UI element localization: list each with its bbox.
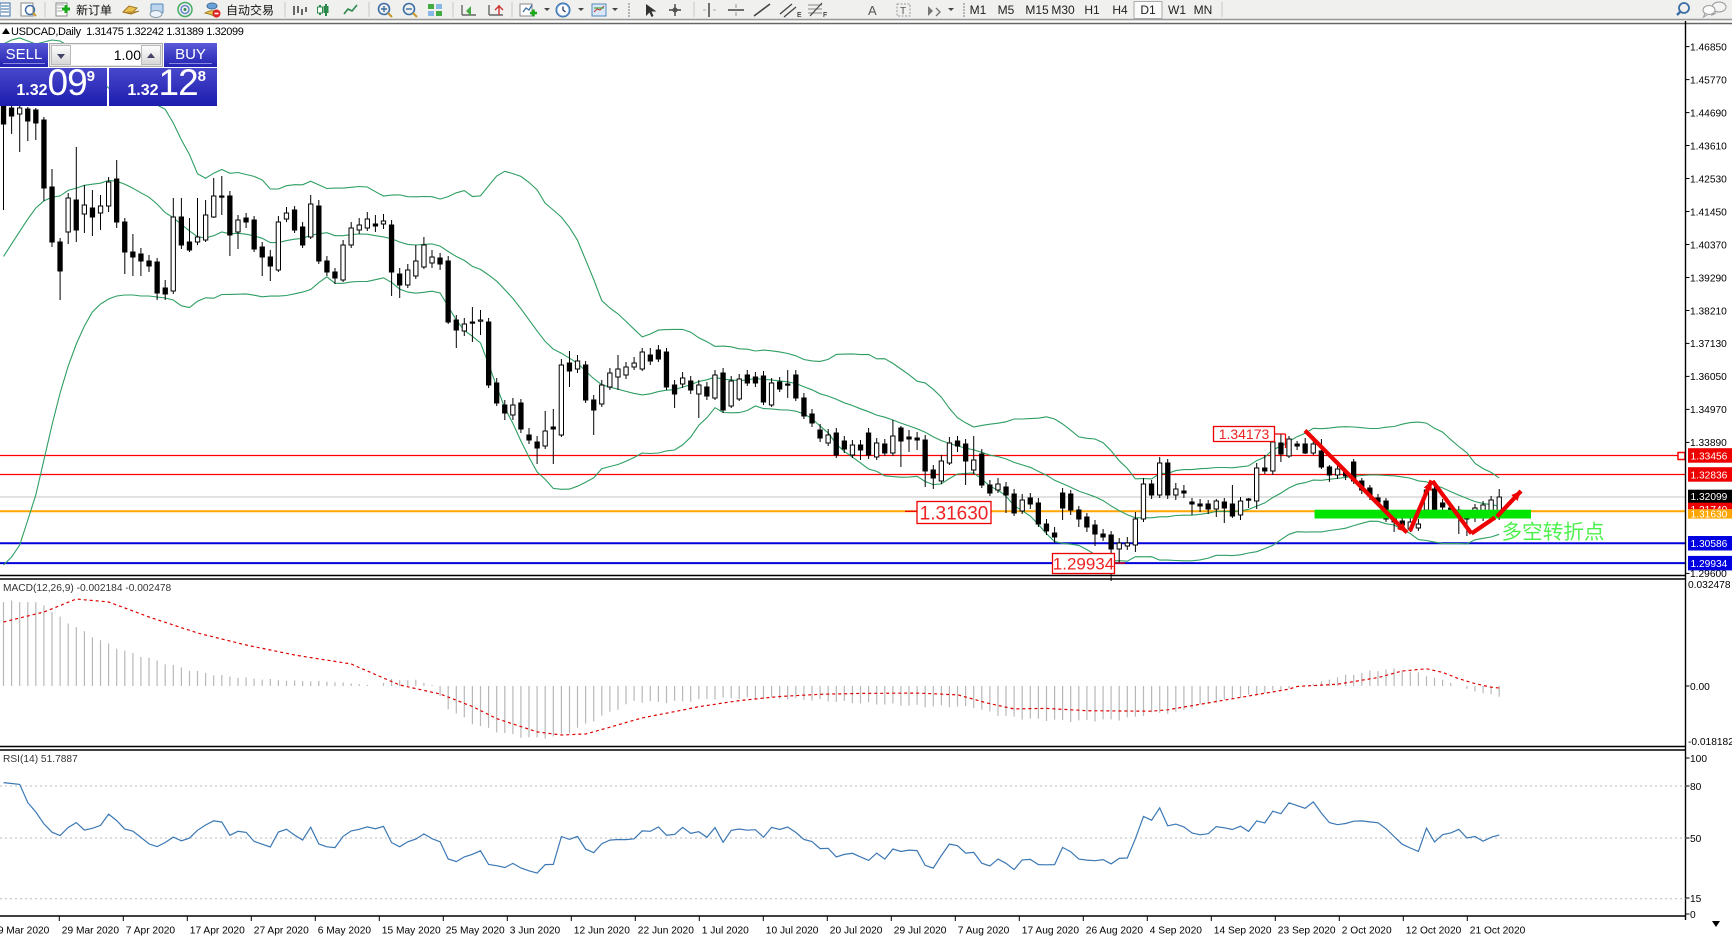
svg-text:12 Jun 2020: 12 Jun 2020	[574, 926, 630, 937]
svg-text:100: 100	[1690, 754, 1707, 765]
svg-text:6 May 2020: 6 May 2020	[318, 926, 372, 937]
svg-text:1.29934: 1.29934	[1053, 555, 1114, 574]
svg-text:1.34970: 1.34970	[1690, 405, 1727, 416]
svg-text:15 May 2020: 15 May 2020	[382, 926, 441, 937]
svg-text:RSI(14) 51.7887: RSI(14) 51.7887	[3, 754, 78, 765]
svg-text:M30: M30	[1051, 3, 1075, 17]
svg-text:1.29600: 1.29600	[1690, 569, 1727, 580]
svg-text:M5: M5	[998, 3, 1015, 17]
svg-text:0.00: 0.00	[1690, 682, 1710, 693]
svg-text:3 Jun 2020: 3 Jun 2020	[510, 926, 561, 937]
svg-text:1.31630: 1.31630	[1691, 510, 1728, 521]
svg-text:1.46850: 1.46850	[1690, 42, 1727, 53]
svg-text:1.32099: 1.32099	[1691, 492, 1728, 503]
svg-text:1.34173: 1.34173	[1219, 426, 1270, 442]
svg-text:23 Sep 2020: 23 Sep 2020	[1278, 926, 1336, 937]
svg-text:17 Apr 2020: 17 Apr 2020	[190, 926, 245, 937]
svg-text:17 Aug 2020: 17 Aug 2020	[1022, 926, 1080, 937]
svg-text:1.30586: 1.30586	[1691, 539, 1728, 550]
svg-text:7 Apr 2020: 7 Apr 2020	[126, 926, 176, 937]
svg-text:1.32836: 1.32836	[1691, 470, 1728, 481]
svg-text:15: 15	[1690, 894, 1702, 905]
svg-text:29 Jul 2020: 29 Jul 2020	[894, 926, 947, 937]
svg-text:1.38210: 1.38210	[1690, 306, 1727, 317]
svg-text:29 Mar 2020: 29 Mar 2020	[62, 926, 120, 937]
svg-text:1 Jul 2020: 1 Jul 2020	[702, 926, 749, 937]
svg-text:1.45770: 1.45770	[1690, 75, 1727, 86]
svg-text:1.40370: 1.40370	[1690, 240, 1727, 251]
svg-text:4 Sep 2020: 4 Sep 2020	[1150, 926, 1202, 937]
svg-text:2 Oct 2020: 2 Oct 2020	[1342, 926, 1392, 937]
svg-text:W1: W1	[1168, 3, 1186, 17]
svg-text:20 Jul 2020: 20 Jul 2020	[830, 926, 883, 937]
svg-text:M1: M1	[970, 3, 987, 17]
svg-text:27 Apr 2020: 27 Apr 2020	[254, 926, 309, 937]
svg-text:7 Aug 2020: 7 Aug 2020	[958, 926, 1010, 937]
svg-text:1.37130: 1.37130	[1690, 339, 1727, 350]
svg-text:M15: M15	[1025, 3, 1049, 17]
svg-text:H4: H4	[1112, 3, 1128, 17]
svg-text:1.29934: 1.29934	[1691, 559, 1728, 570]
svg-text:0: 0	[1690, 910, 1696, 921]
svg-text:22 Jun 2020: 22 Jun 2020	[638, 926, 694, 937]
svg-text:MACD(12,26,9) -0.002184 -0.002: MACD(12,26,9) -0.002184 -0.002478	[3, 583, 172, 594]
svg-text:50: 50	[1690, 834, 1702, 845]
svg-text:1.31630: 1.31630	[920, 503, 989, 524]
svg-text:1.36050: 1.36050	[1690, 372, 1727, 383]
svg-text:T: T	[900, 6, 906, 17]
svg-text:25 May 2020: 25 May 2020	[446, 926, 505, 937]
svg-text:9 Mar 2020: 9 Mar 2020	[0, 926, 50, 937]
svg-text:1.44690: 1.44690	[1690, 108, 1727, 119]
svg-text:14 Sep 2020: 14 Sep 2020	[1214, 926, 1272, 937]
svg-text:10 Jul 2020: 10 Jul 2020	[766, 926, 819, 937]
svg-text:E: E	[797, 12, 802, 19]
svg-text:D1: D1	[1140, 3, 1156, 17]
svg-text:1.42530: 1.42530	[1690, 174, 1727, 185]
svg-text:80: 80	[1690, 782, 1702, 793]
svg-text:1.31740: 1.31740	[1691, 505, 1728, 516]
svg-text:1.39290: 1.39290	[1690, 273, 1727, 284]
svg-text:MN: MN	[1194, 3, 1213, 17]
svg-text:1.33456: 1.33456	[1691, 451, 1728, 462]
svg-text:21 Oct 2020: 21 Oct 2020	[1470, 926, 1526, 937]
svg-text:1.43610: 1.43610	[1690, 141, 1727, 152]
svg-text:26 Aug 2020: 26 Aug 2020	[1086, 926, 1144, 937]
svg-text:F: F	[823, 12, 827, 19]
svg-text:-0.018182: -0.018182	[1688, 737, 1732, 748]
svg-text:0.032478: 0.032478	[1688, 580, 1731, 591]
svg-text:H1: H1	[1084, 3, 1100, 17]
svg-text:1.33890: 1.33890	[1690, 438, 1727, 449]
svg-text:12 Oct 2020: 12 Oct 2020	[1406, 926, 1462, 937]
svg-text:A: A	[868, 3, 877, 18]
svg-text:1.41450: 1.41450	[1690, 207, 1727, 218]
